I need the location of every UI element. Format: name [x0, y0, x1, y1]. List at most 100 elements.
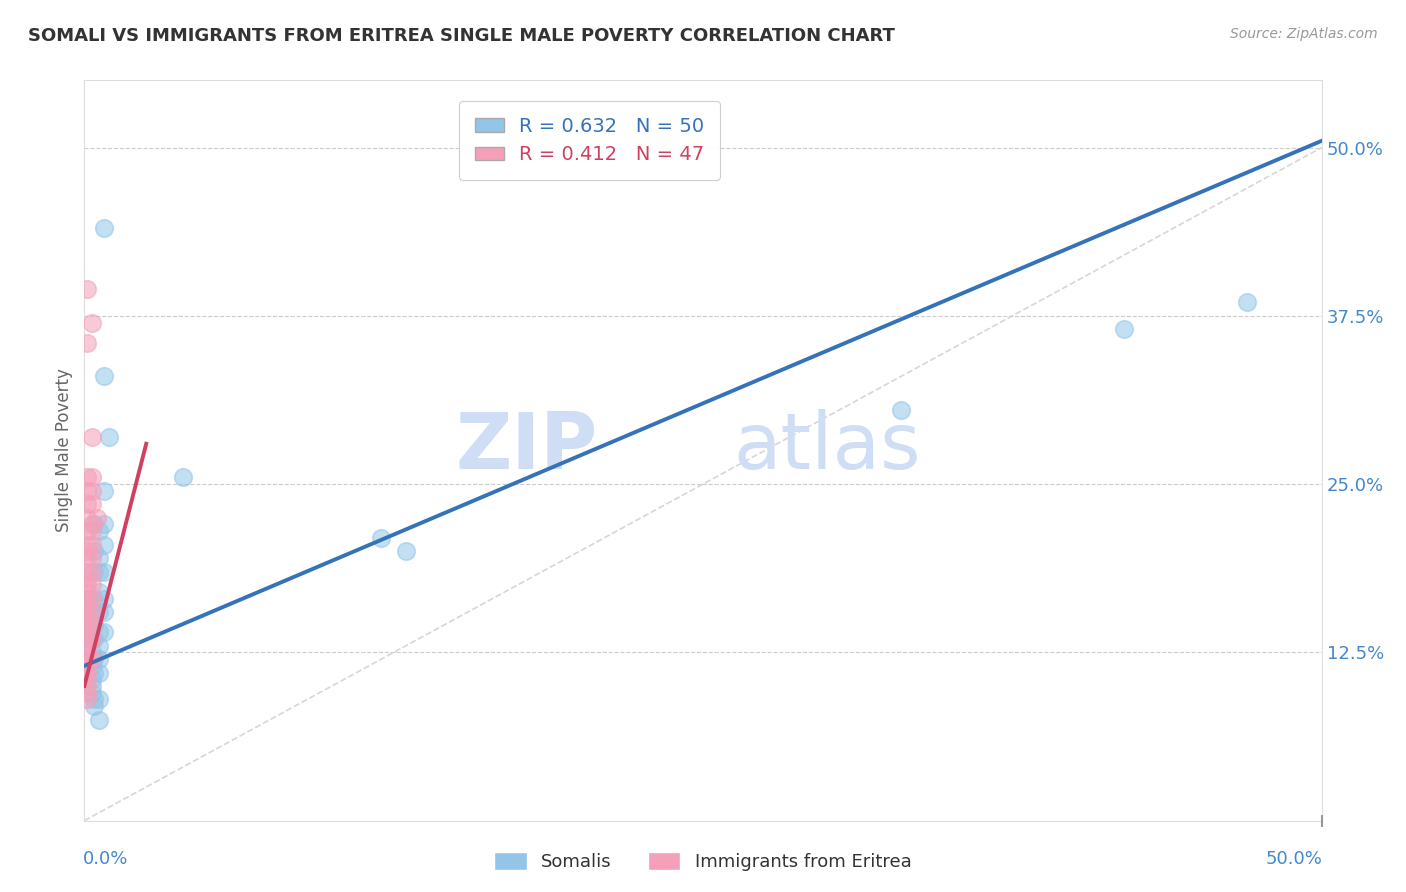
Point	[80, 517, 103, 532]
Point	[80, 565, 103, 579]
Point	[395, 544, 418, 558]
Point	[76, 665, 98, 680]
Point	[76, 625, 98, 640]
Point	[83, 632, 105, 646]
Point	[76, 335, 98, 350]
Point	[80, 470, 103, 484]
Point	[93, 565, 115, 579]
Point	[76, 591, 98, 606]
Point	[80, 679, 103, 693]
Point	[93, 605, 115, 619]
Point	[93, 483, 115, 498]
Text: ZIP: ZIP	[456, 409, 598, 484]
Point	[93, 591, 115, 606]
Point	[80, 673, 103, 687]
Point	[76, 510, 98, 524]
Point	[370, 531, 392, 545]
Text: Source: ZipAtlas.com: Source: ZipAtlas.com	[1230, 27, 1378, 41]
Point	[76, 692, 98, 706]
Point	[83, 565, 105, 579]
Point	[80, 686, 103, 700]
Point	[76, 497, 98, 511]
Point	[93, 517, 115, 532]
Point	[83, 517, 105, 532]
Point	[83, 605, 105, 619]
Point	[79, 632, 101, 646]
Point	[76, 645, 98, 659]
Point	[76, 578, 98, 592]
Point	[79, 625, 101, 640]
Point	[83, 699, 105, 714]
Point	[76, 618, 98, 632]
Point	[89, 713, 111, 727]
Point	[76, 612, 98, 626]
Text: SOMALI VS IMMIGRANTS FROM ERITREA SINGLE MALE POVERTY CORRELATION CHART: SOMALI VS IMMIGRANTS FROM ERITREA SINGLE…	[28, 27, 896, 45]
Point	[76, 658, 98, 673]
Point	[80, 605, 103, 619]
Point	[80, 524, 103, 539]
Point	[80, 618, 103, 632]
Point	[89, 565, 111, 579]
Point	[80, 578, 103, 592]
Point	[89, 639, 111, 653]
Text: 0.0%: 0.0%	[83, 850, 128, 868]
Point	[89, 665, 111, 680]
Point	[83, 665, 105, 680]
Point	[80, 605, 103, 619]
Text: atlas: atlas	[733, 409, 921, 484]
Point	[80, 632, 103, 646]
Point	[80, 645, 103, 659]
Point	[76, 571, 98, 585]
Point	[89, 692, 111, 706]
Point	[89, 584, 111, 599]
Point	[83, 652, 105, 666]
Point	[89, 605, 111, 619]
Point	[86, 510, 108, 524]
Legend: Somalis, Immigrants from Eritrea: Somalis, Immigrants from Eritrea	[486, 845, 920, 879]
Point	[76, 538, 98, 552]
Point	[890, 403, 912, 417]
Point	[1112, 322, 1135, 336]
Point	[83, 618, 105, 632]
Point	[76, 544, 98, 558]
Point	[76, 652, 98, 666]
Point	[83, 692, 105, 706]
Point	[1236, 295, 1258, 310]
Point	[80, 658, 103, 673]
Point	[76, 673, 98, 687]
Point	[76, 565, 98, 579]
Point	[76, 599, 98, 613]
Point	[76, 679, 98, 693]
Point	[76, 632, 98, 646]
Point	[80, 632, 103, 646]
Point	[76, 605, 98, 619]
Point	[80, 316, 103, 330]
Point	[172, 470, 194, 484]
Point	[98, 430, 121, 444]
Point	[80, 497, 103, 511]
Point	[76, 686, 98, 700]
Point	[76, 282, 98, 296]
Point	[80, 551, 103, 566]
Point	[76, 639, 98, 653]
Point	[89, 652, 111, 666]
Point	[80, 591, 103, 606]
Point	[83, 544, 105, 558]
Point	[89, 625, 111, 640]
Point	[76, 524, 98, 539]
Point	[79, 618, 101, 632]
Point	[83, 591, 105, 606]
Point	[89, 551, 111, 566]
Point	[93, 625, 115, 640]
Point	[80, 618, 103, 632]
Point	[79, 591, 101, 606]
Point	[93, 538, 115, 552]
Point	[93, 221, 115, 235]
Legend: R = 0.632   N = 50, R = 0.412   N = 47: R = 0.632 N = 50, R = 0.412 N = 47	[460, 101, 720, 180]
Text: 50.0%: 50.0%	[1265, 850, 1323, 868]
Point	[80, 538, 103, 552]
Point	[80, 652, 103, 666]
Point	[76, 483, 98, 498]
Point	[76, 551, 98, 566]
Point	[89, 524, 111, 539]
